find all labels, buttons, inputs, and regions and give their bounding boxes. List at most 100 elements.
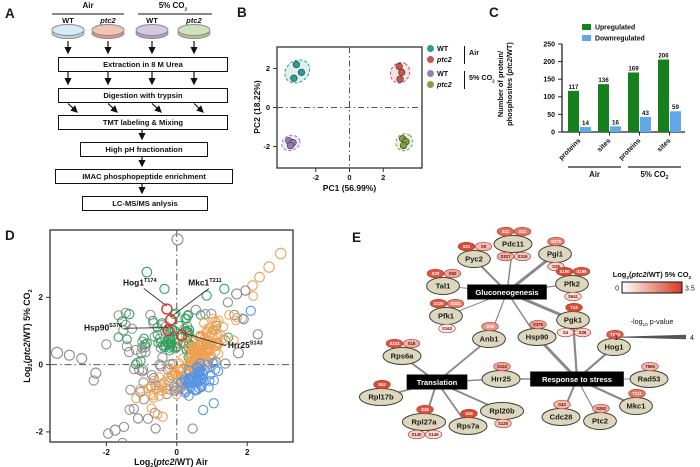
workflow-step-box: Digestion with trypsin — [58, 88, 228, 103]
scatter-point — [191, 361, 202, 372]
phosphosite-badge — [446, 298, 465, 309]
highlighted-point — [161, 303, 173, 315]
pca-legend-dot — [427, 45, 434, 52]
pca-legend-condition: 5% CO2 — [469, 73, 495, 84]
protein-node — [457, 250, 491, 268]
scatter-point — [76, 352, 88, 365]
panel-a-workflow: Air WT ptc2 5% CO2 WT ptc2 Extraction in 8 M U… — [0, 0, 235, 225]
protein-node-label: Pdc11 — [502, 240, 525, 249]
annotation-label: Hrr25S143 — [228, 340, 263, 350]
phosphosite-badge — [553, 399, 571, 410]
bar-value-down: 43 — [642, 110, 649, 117]
scatter-point — [166, 336, 176, 347]
phosphosite-label: S641 — [568, 294, 579, 299]
protein-node — [493, 235, 533, 253]
phosphosite-badge — [457, 241, 476, 252]
scatter-point — [187, 377, 198, 388]
scatter-point — [207, 325, 218, 336]
phosphosite-badge — [572, 266, 591, 277]
scatter-plot-svg: -2 0 2 2 0 -2 Log2(ptc2/WT) Air Log2(ptc2/WT) 5… — [22, 229, 294, 467]
phosphosite-badge — [641, 361, 659, 372]
phosphosite-label: S21 — [519, 229, 527, 234]
gradient-min-label: 0 — [615, 286, 619, 293]
scatter-point — [150, 423, 161, 434]
pvalue-min-label: 1 — [614, 335, 618, 342]
phosphosite-label: S319 — [517, 254, 528, 259]
phosphosite-badge — [424, 429, 443, 440]
bar-value-down: 16 — [612, 119, 619, 126]
phosphosite-badge — [565, 302, 583, 313]
scatter-point — [139, 333, 149, 344]
annotation-line — [170, 288, 210, 318]
scatter-point — [247, 280, 258, 291]
phosphosite-badge — [529, 319, 547, 330]
phosphosite-badge — [474, 241, 493, 252]
scatter-points-group — [50, 233, 287, 442]
workflow-step-box: TMT labeling & Mixing — [58, 115, 228, 130]
scatter-point — [209, 375, 220, 386]
hub-node-label: Gluconeogenesis — [475, 288, 538, 297]
phosphosite-badge — [628, 388, 646, 399]
bar-y-tick-label: 100 — [543, 94, 555, 101]
scatter-y-tick-label: 2 — [39, 293, 44, 302]
bar-legend-label: Downregulated — [595, 35, 645, 43]
pca-legend-condition: Air — [469, 48, 479, 57]
scatter-point — [200, 364, 210, 375]
scatter-point — [204, 376, 215, 386]
scatter-point — [102, 428, 114, 439]
protein-node-label: Ptc2 — [592, 417, 608, 426]
scatter-point — [254, 271, 265, 283]
phosphosite-badge — [385, 338, 404, 349]
scatter-point — [154, 359, 165, 370]
bar-y-tick-label: 50 — [547, 112, 555, 119]
phosphosite-badge — [438, 323, 456, 334]
scatter-x-tick-label: 2 — [245, 448, 250, 457]
scatter-point — [121, 341, 132, 352]
scatter-point — [190, 351, 201, 361]
scatter-point — [88, 375, 99, 386]
scatter-point — [204, 322, 215, 333]
hub-node-label: Translation — [417, 378, 458, 387]
scatter-point — [274, 247, 287, 260]
scatter-point — [130, 344, 142, 356]
protein-node-label: Rps6a — [391, 352, 415, 361]
scatter-point — [148, 315, 158, 326]
scatter-point — [113, 310, 124, 321]
phosphosite-badge — [547, 236, 565, 247]
scatter-point — [198, 404, 209, 416]
pca-legend-row: WT — [427, 44, 448, 53]
scatter-point — [219, 283, 230, 295]
phosphosite-label: S76 — [486, 324, 494, 329]
network-svg: Pyc2 S21 S9 Pdc11 S11 S21 S317 S319 Pgi1 S275 S28 T… — [358, 226, 695, 440]
culture-dish-lid — [177, 24, 211, 36]
scatter-point — [120, 319, 131, 331]
bar-y-tick-label: 200 — [543, 59, 555, 66]
scatter-point — [182, 310, 193, 321]
phosphosite-label: S163 — [442, 326, 453, 331]
bar-group-label: 5% CO2 — [641, 170, 669, 181]
annotation-line — [181, 331, 226, 347]
protein-node-label: Tal1 — [436, 282, 451, 291]
scatter-point — [171, 342, 182, 353]
phosphosite-badge — [496, 251, 515, 262]
bar-chart-svg: 0 50 100 150 200 250 117 14 proteins 136 16 sites 16… — [543, 41, 685, 181]
panel-d-scatter: -2 0 2 2 0 -2 Log2(ptc2/WT) Air Log2(ptc2/WT) 5… — [0, 225, 335, 467]
pca-legend-row: ptc2 — [427, 80, 452, 89]
hub-node — [530, 371, 624, 387]
culture-dish-lid — [91, 24, 125, 36]
panel-e-network: Pyc2 S21 S9 Pdc11 S11 S21 S317 S319 Pgi1 S275 S28 T… — [330, 225, 700, 467]
bar-value-down: 59 — [672, 104, 679, 111]
panel-b-label: B — [237, 5, 248, 20]
scatter-point — [237, 313, 248, 324]
pca-legend-bracket — [464, 45, 465, 64]
scatter-point — [178, 353, 188, 364]
phosphosite-label: S36 — [421, 407, 429, 412]
scatter-y-axis-label: Log2(ptc2/WT) 5% CO2 — [22, 289, 34, 382]
pvalue-max-label: 4 — [690, 335, 694, 342]
bar-y-tick-label: 0 — [551, 129, 555, 136]
scatter-point — [149, 375, 159, 386]
protein-node-label: Rpl17b — [368, 393, 394, 402]
bar-category-label: sites — [596, 137, 612, 153]
scatter-point — [208, 398, 219, 409]
bar-legend-swatch — [582, 24, 591, 30]
